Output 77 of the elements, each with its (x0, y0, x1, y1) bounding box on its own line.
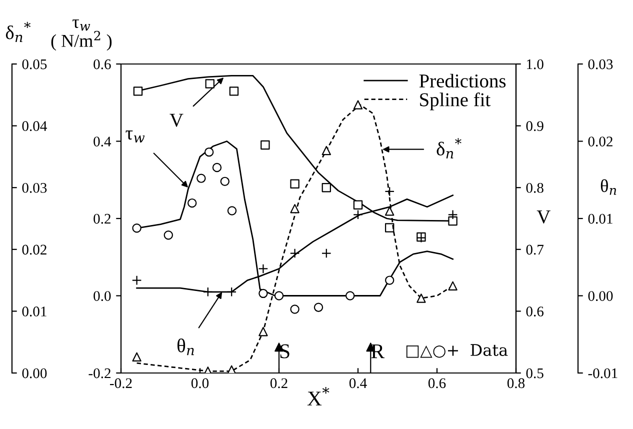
point (384, 206, 394, 216)
point (384, 223, 394, 232)
point (260, 140, 270, 150)
y3-tick-label: 0.03 (22, 182, 47, 193)
y3-tick-label: 0.02 (22, 244, 46, 255)
x-tick-label: 0.6 (428, 378, 446, 388)
point (258, 326, 268, 336)
x-tick-label: 0.8 (507, 378, 525, 388)
point (204, 147, 214, 157)
point (384, 276, 394, 285)
annotation: θ$_{n}$ (177, 338, 194, 356)
y-tick-label: 0.00 (588, 291, 613, 302)
y-tick-label: 0.4 (94, 136, 112, 147)
point (220, 176, 230, 186)
point (290, 179, 300, 188)
annotation: □△○+ Data (406, 344, 508, 358)
y-tick-label: -0.01 (588, 368, 618, 378)
annotation: τ$_{w}$ (126, 130, 145, 143)
point (133, 86, 143, 96)
y-axis-title: θ$_{n}$ (600, 179, 616, 195)
point (132, 275, 142, 286)
point (384, 186, 395, 196)
point (353, 200, 363, 210)
point (164, 230, 174, 240)
point (448, 210, 458, 220)
point (258, 264, 268, 274)
point (322, 182, 332, 192)
y-tick-label: 0.6 (94, 59, 111, 70)
point (187, 198, 197, 208)
y-tick-label: 0.02 (588, 136, 612, 147)
point (290, 304, 300, 314)
point (290, 204, 300, 214)
y-axis-title: τ$_{w}$ ( N/m$^{2}$ ) (51, 20, 112, 51)
point (290, 248, 300, 258)
y3-tick-label: 0.04 (22, 121, 47, 132)
y2-tick-label: 0.6 (526, 306, 544, 316)
legend-label: Spline fit (420, 92, 491, 110)
y2-axis-title: V (536, 210, 550, 224)
point (353, 100, 363, 110)
point (321, 248, 332, 258)
y-tick-label: 0.01 (588, 214, 612, 224)
x-tick-label: 0.4 (349, 378, 367, 388)
point (227, 206, 237, 216)
point (448, 216, 458, 226)
legend-label: Predictions (419, 74, 506, 88)
y2-tick-label: 0.9 (526, 121, 544, 132)
x-tick-label: 0.2 (270, 378, 288, 388)
x-axis-title: X$^{*}$ (307, 387, 330, 406)
y3-tick-label: 0.05 (22, 59, 47, 70)
point (322, 146, 332, 156)
point (212, 162, 222, 172)
y-tick-label: 0.03 (588, 59, 613, 70)
y3-tick-label: 0.01 (22, 306, 46, 316)
y2-tick-label: 0.5 (526, 368, 544, 378)
point (416, 294, 426, 303)
point (314, 302, 324, 312)
point (196, 174, 206, 183)
y3-axis-title: δ$_{n}$$^{*}$ (6, 22, 31, 42)
point (229, 86, 239, 96)
point (132, 224, 142, 233)
y2-tick-label: 1.0 (527, 59, 544, 70)
x-tick-label: -0.2 (110, 378, 132, 388)
point (132, 352, 142, 362)
annotation: δ$_{n}$$^{*}$ (436, 138, 462, 158)
x-tick-label: 0.0 (191, 378, 209, 388)
point (205, 79, 214, 88)
y3-tick-label: 0.00 (22, 368, 47, 378)
y-tick-label: -0.2 (88, 368, 110, 378)
point (274, 291, 284, 300)
y2-tick-label: 0.8 (526, 182, 544, 193)
point (448, 281, 458, 290)
y-tick-label: 0.0 (94, 291, 111, 302)
y-tick-label: 0.2 (94, 214, 110, 224)
y2-tick-label: 0.7 (526, 244, 544, 255)
point (345, 291, 355, 300)
annotation: V (170, 114, 184, 127)
point (258, 288, 268, 298)
